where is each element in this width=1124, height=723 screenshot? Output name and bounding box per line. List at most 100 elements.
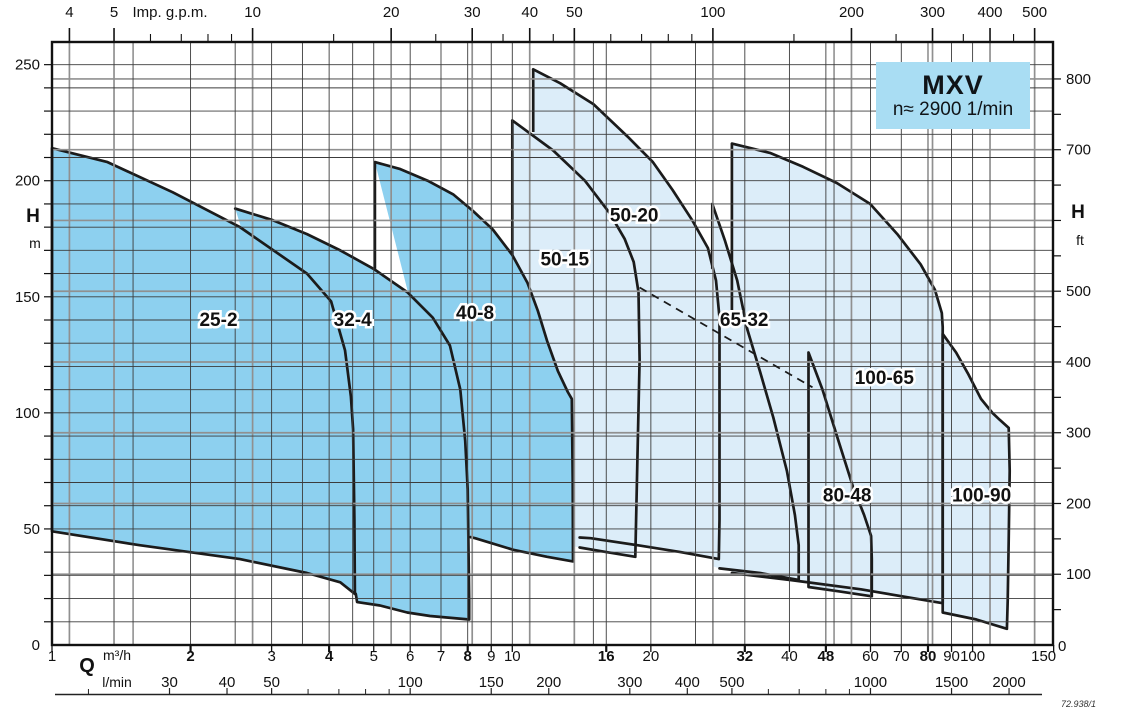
bottom-lmin-tick-label: 30 (161, 674, 178, 691)
top-axis-tick-label: 100 (700, 4, 725, 21)
left-axis-tick-label: 150 (15, 289, 40, 306)
bottom-m3h-tick-label: 60 (862, 648, 879, 665)
bottom-m3h-tick-label: 70 (893, 648, 910, 665)
envelope-outline-80-48 (807, 351, 874, 598)
pump-label-50-15: 50-15 (540, 250, 589, 271)
right-axis-tick-label: 100 (1066, 566, 1091, 583)
right-axis-title: H (1071, 202, 1085, 223)
bottom-m3h-unit: m³/h (103, 647, 131, 663)
bottom-lmin-tick-label: 1000 (854, 674, 887, 691)
bottom-lmin-tick-label: 150 (479, 674, 504, 691)
bottom-lmin-tick-label: 100 (398, 674, 423, 691)
left-axis-tick-label: 50 (23, 521, 40, 538)
flow-axis-title: Q (79, 655, 95, 677)
left-axis-title: H (26, 206, 40, 227)
pump-label-80-48: 80-48 (823, 485, 872, 506)
left-axis-unit: m (29, 235, 41, 251)
bottom-lmin-tick-label: 1500 (935, 674, 968, 691)
envelope-100-90 (942, 333, 1010, 629)
right-axis-tick-label: 400 (1066, 354, 1091, 371)
bottom-lmin-tick-label: 40 (219, 674, 236, 691)
bottom-m3h-tick-label: 40 (781, 648, 798, 665)
top-axis-title: Imp. g.p.m. (132, 4, 207, 21)
bottom-m3h-tick-label: 10 (504, 648, 521, 665)
envelope-65-32 (712, 203, 799, 580)
pump-label-100-65: 100-65 (855, 368, 915, 389)
bottom-lmin-tick-label: 400 (675, 674, 700, 691)
bottom-lmin-tick-label: 300 (617, 674, 642, 691)
bottom-lmin-tick-label: 200 (536, 674, 561, 691)
bottom-m3h-tick-label: 9 (487, 648, 495, 665)
envelope-80-48 (808, 352, 872, 597)
right-axis-tick-label: 500 (1066, 283, 1091, 300)
top-axis-tick-label: 10 (244, 4, 261, 21)
top-axis-tick-label: 400 (978, 4, 1003, 21)
top-axis-tick-label: 500 (1022, 4, 1047, 21)
right-axis-tick-label: 300 (1066, 425, 1091, 442)
top-axis-tick-label: 4 (65, 4, 73, 21)
bottom-m3h-tick-label: 7 (437, 648, 445, 665)
pump-label-40-8: 40-8 (456, 303, 494, 324)
bottom-lmin-tick-label: 500 (719, 674, 744, 691)
grid-layer-black (52, 42, 1053, 645)
bottom-lmin-unit: l/min (102, 674, 132, 690)
series-model-name: MXV (922, 70, 984, 101)
top-axis-tick-label: 50 (566, 4, 583, 21)
bottom-lmin-tick-label: 50 (263, 674, 280, 691)
envelope-outline-100-65 (730, 142, 945, 605)
bottom-m3h-tick-label: 20 (643, 648, 660, 665)
bottom-lmin-tick-label: 2000 (992, 674, 1025, 691)
left-axis-tick-label: 100 (15, 405, 40, 422)
bottom-m3h-tick-label: 90 (943, 648, 960, 665)
right-axis-tick-label: 200 (1066, 495, 1091, 512)
pump-label-50-20: 50-20 (610, 206, 659, 227)
bottom-m3h-tick-label: 48 (818, 648, 835, 665)
drawing-reference-number: 72.938/1 (1060, 699, 1096, 709)
left-axis-tick-label: 250 (15, 57, 40, 74)
right-axis-unit: ft (1076, 232, 1084, 248)
limit-line-layer (639, 286, 813, 389)
top-axis-tick-label: 20 (383, 4, 400, 21)
bottom-m3h-tick-label: 6 (406, 648, 414, 665)
bottom-m3h-tick-label: 1 (48, 648, 56, 665)
bottom-m3h-tick-label: 2 (186, 648, 194, 665)
series-speed: n≈ 2900 1/min (892, 98, 1014, 120)
top-axis-tick-label: 200 (839, 4, 864, 21)
envelope-outline-100-90 (941, 332, 1012, 631)
right-axis-tick-label: 700 (1066, 142, 1091, 159)
envelope-outline-40-8 (373, 160, 575, 563)
right-axis-zero-label: 0 (1058, 638, 1066, 655)
right-axis-tick-label: 800 (1066, 71, 1091, 88)
pump-label-100-90: 100-90 (952, 485, 1011, 506)
bottom-m3h-tick-label: 150 (1031, 648, 1056, 665)
bottom-m3h-tick-label: 80 (920, 648, 937, 665)
right-axis: 100 200 300 400 500 700 800 0 Hft (1053, 71, 1091, 655)
envelope-outline-50-15 (510, 119, 641, 559)
bottom-m3h-tick-label: 3 (267, 648, 275, 665)
bottom-m3h-tick-label: 16 (598, 648, 615, 665)
pump-labels: 25-2 32-4 40-8 50-15 50-20 65-32 80-48 100-65 10… (197, 203, 1014, 509)
series-title-box: MXV n≈ 2900 1/min (876, 62, 1030, 129)
envelope-fills-light (512, 69, 1010, 629)
top-axis-tick-label: 40 (521, 4, 538, 21)
bottom-m3h-tick-label: 100 (960, 648, 985, 665)
bottom-axis-m3h: 1 2 3 4 5 6 7 8 9 10 16 20 32 40 48 60 70 80 90 100 150 Q m³/h (48, 645, 1056, 677)
bottom-m3h-tick-label: 5 (370, 648, 378, 665)
bottom-axis-lmin: 30 40 50 100 150 200 300 400 500 1000 1500 2000 l/mi… (55, 674, 1042, 696)
dashed-limit-line (639, 286, 813, 389)
left-axis-tick-label: 200 (15, 173, 40, 190)
bottom-m3h-tick-label: 8 (464, 648, 472, 665)
top-axis: 4 5 10 20 30 40 50 100 200 300 400 500 Imp. g.p.m. (65, 4, 1047, 42)
top-axis-tick-label: 300 (920, 4, 945, 21)
envelope-outline-50-20 (531, 67, 721, 561)
top-axis-tick-label: 5 (110, 4, 118, 21)
bottom-m3h-tick-label: 32 (736, 648, 753, 665)
top-axis-tick-label: 30 (464, 4, 481, 21)
left-axis-tick-label: 0 (32, 637, 40, 654)
pump-label-65-32: 65-32 (720, 310, 769, 331)
pump-label-25-2: 25-2 (199, 310, 237, 331)
left-axis: 0 50 100 150 200 250 Hm (15, 57, 52, 654)
bottom-m3h-tick-label: 4 (325, 648, 334, 665)
pump-label-32-4: 32-4 (334, 310, 372, 331)
